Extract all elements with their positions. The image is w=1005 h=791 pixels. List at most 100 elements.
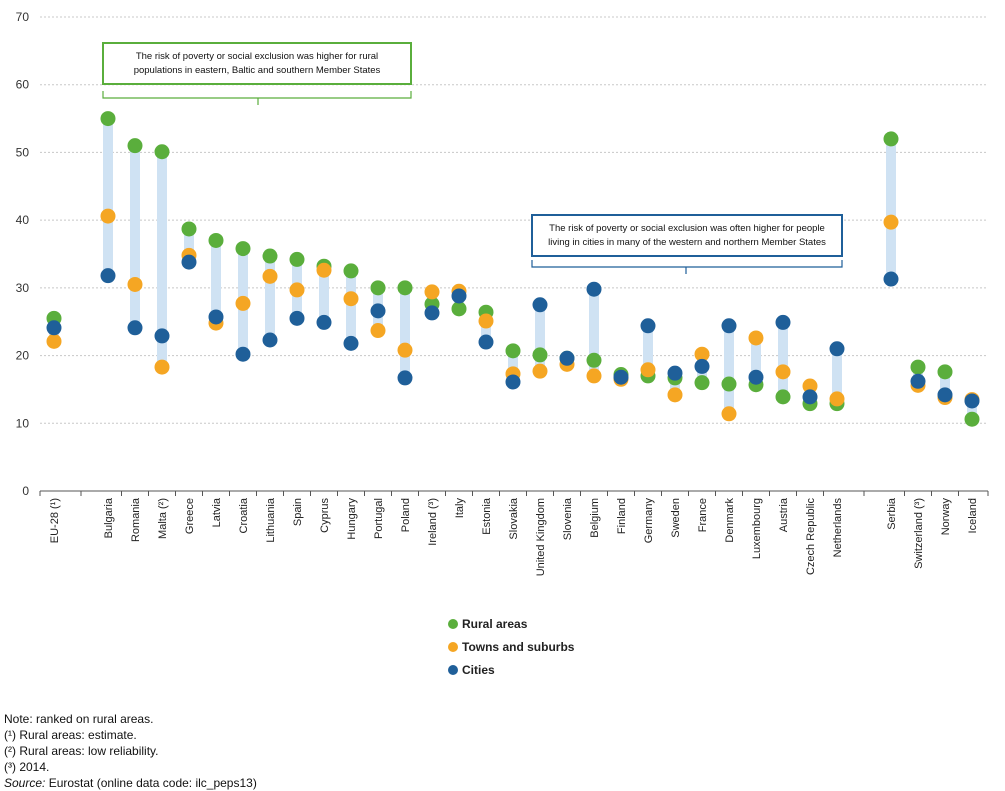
data-point: [478, 334, 494, 350]
data-point: [451, 301, 467, 317]
data-point: [343, 291, 359, 307]
range-bar: [832, 348, 842, 404]
range-bar: [643, 325, 653, 376]
annotations: The risk of poverty or social exclusion …: [102, 42, 843, 274]
y-tick-label: 10: [16, 416, 30, 430]
data-point: [586, 368, 602, 384]
source-note: Source: Eurostat (online data code: ilc_…: [4, 775, 257, 791]
annotation-text: The risk of poverty or social exclusion …: [549, 223, 825, 234]
data-point: [937, 387, 953, 403]
data-point: [208, 232, 224, 248]
data-point: [46, 333, 62, 349]
x-tick-label: Germany: [643, 498, 655, 544]
data-point: [586, 281, 602, 297]
x-tick-label: Czech Republic: [805, 498, 817, 576]
data-point: [235, 241, 251, 257]
range-bar: [967, 399, 977, 420]
legend: Rural areas Towns and suburbs Cities: [448, 612, 574, 681]
note-ranking: Note: ranked on rural areas.: [4, 712, 154, 726]
range-bar: [724, 325, 734, 414]
data-point: [667, 365, 683, 381]
data-point: [289, 310, 305, 326]
note-year: (³) 2014.: [4, 760, 50, 774]
x-tick-label: Romania: [130, 497, 142, 542]
range-bar: [535, 304, 545, 372]
cities-marker-icon: [448, 664, 458, 675]
x-tick-label: Croatia: [238, 497, 250, 533]
data-point: [397, 280, 413, 296]
x-tick-label: Netherlands: [832, 498, 844, 558]
range-bar: [103, 118, 113, 276]
data-point: [586, 352, 602, 368]
data-point: [775, 364, 791, 380]
data-point: [640, 362, 656, 378]
legend-label: Towns and suburbs: [462, 639, 575, 654]
range-bar: [157, 151, 167, 368]
data-point: [775, 389, 791, 405]
x-tick-label: EU-28 (¹): [49, 498, 61, 543]
x-tick-label: Portugal: [373, 498, 385, 539]
data-point: [343, 263, 359, 279]
range-bar: [751, 337, 761, 385]
data-point: [532, 363, 548, 379]
data-point: [289, 282, 305, 298]
x-tick-label: Slovakia: [508, 497, 520, 539]
data-point: [748, 330, 764, 346]
data-point: [667, 387, 683, 403]
y-axis-ticks: 0 10 20 30 40 50 60 70: [16, 10, 30, 498]
data-point: [235, 346, 251, 362]
data-point: [613, 369, 629, 385]
annotation-text: living in cities in many of the western …: [548, 237, 826, 248]
legend-item-rural: Rural areas: [448, 612, 574, 635]
data-point: [154, 144, 170, 160]
x-tick-label: Sweden: [670, 498, 682, 538]
rural-marker-icon: [448, 618, 458, 629]
data-point: [154, 328, 170, 344]
y-tick-label: 20: [16, 349, 30, 363]
data-point: [154, 359, 170, 375]
x-tick-label: Belgium: [589, 498, 601, 538]
range-bar: [184, 228, 194, 263]
legend-item-towns: Towns and suburbs: [448, 635, 574, 658]
range-bar: [130, 145, 140, 328]
data-point: [235, 295, 251, 311]
annotation-bracket: [102, 91, 412, 105]
data-point: [100, 208, 116, 224]
range-bar: [319, 266, 329, 323]
data-point: [532, 297, 548, 313]
y-tick-label: 50: [16, 145, 30, 159]
range-bar: [589, 289, 599, 376]
data-point: [829, 341, 845, 357]
x-tick-label: Iceland: [967, 498, 979, 533]
x-tick-label: Austria: [778, 497, 790, 532]
x-tick-label: Spain: [292, 498, 304, 526]
annotation-text: populations in eastern, Baltic and south…: [134, 65, 381, 76]
data-point: [694, 375, 710, 391]
note-low-reliability: (²) Rural areas: low reliability.: [4, 744, 159, 758]
data-point: [208, 309, 224, 325]
legend-label: Cities: [462, 662, 495, 677]
data-point: [802, 378, 818, 394]
range-bar: [940, 371, 950, 398]
data-point: [829, 391, 845, 407]
data-points: [46, 111, 980, 427]
data-point: [46, 320, 62, 336]
range-bar: [346, 270, 356, 344]
y-tick-label: 70: [16, 10, 30, 24]
data-point: [262, 268, 278, 284]
data-point: [181, 254, 197, 270]
data-point: [883, 131, 899, 147]
x-tick-label: Denmark: [724, 498, 736, 543]
data-point: [127, 138, 143, 154]
data-point: [316, 314, 332, 330]
x-tick-label: Poland: [400, 498, 412, 532]
data-point: [910, 373, 926, 389]
data-point: [316, 262, 332, 278]
data-point: [127, 320, 143, 336]
data-point: [964, 393, 980, 409]
x-tick-label: France: [697, 498, 709, 532]
x-axis-labels: EU-28 (¹) Bulgaria Romania Malta (²) Greece L…: [49, 497, 979, 576]
x-tick-label: Ireland (³): [427, 498, 439, 546]
x-tick-label: Serbia: [886, 497, 898, 530]
data-point: [478, 313, 494, 329]
